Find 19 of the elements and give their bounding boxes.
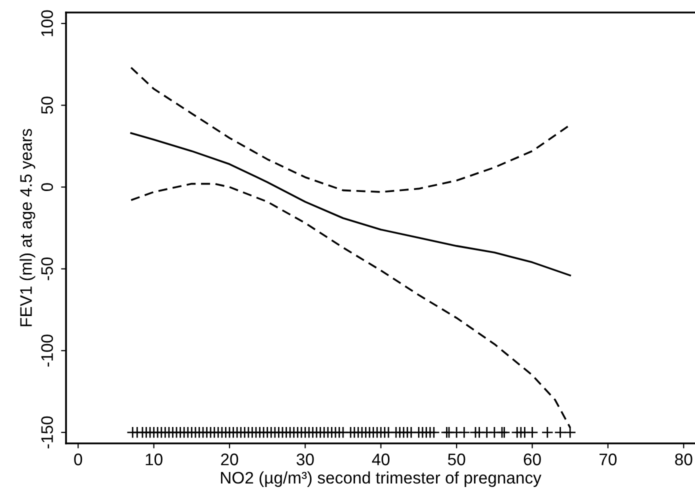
line-series <box>130 66 572 193</box>
x-tick-label: 60 <box>524 454 541 466</box>
x-tick-label: 10 <box>146 454 162 466</box>
y-tick-label: -150 <box>41 416 54 448</box>
y-tick-label: -50 <box>41 257 54 280</box>
x-tick-label: 20 <box>221 454 238 466</box>
y-tick-label: 50 <box>41 96 54 114</box>
y-axis-title: FEV1 (ml) at age 4.5 years <box>20 128 36 326</box>
x-tick-label: 40 <box>372 454 390 466</box>
x-tick-label: 0 <box>74 454 82 466</box>
y-tick-label: -100 <box>41 334 54 367</box>
x-axis-title: NO2 (µg/m³) second trimester of pregnancy <box>221 471 542 487</box>
line-series <box>130 132 572 276</box>
y-tick-label: 100 <box>41 10 54 36</box>
x-tick-label: 30 <box>296 454 314 466</box>
x-tick-label: 70 <box>600 454 617 466</box>
x-tick-label: 80 <box>675 454 692 466</box>
x-tick-label: 50 <box>448 454 466 466</box>
y-tick-label: 0 <box>41 183 54 192</box>
